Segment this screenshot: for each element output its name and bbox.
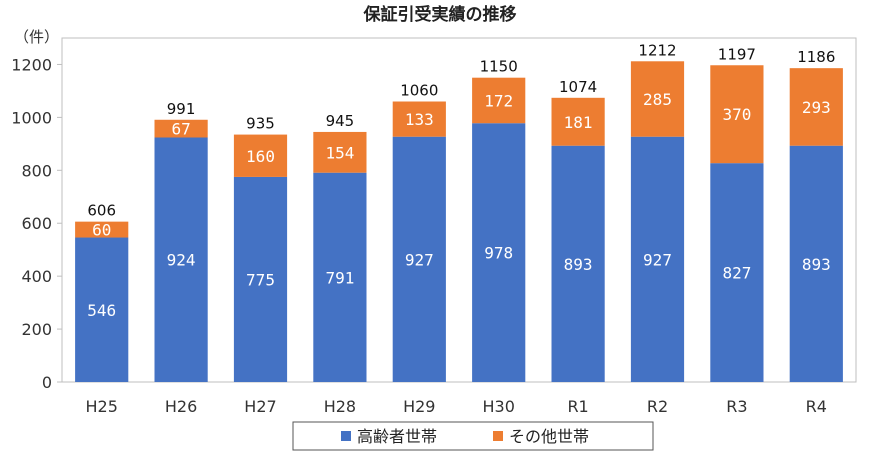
y-tick-label: 200 bbox=[21, 320, 52, 339]
legend: 高齢者世帯 その他世帯 bbox=[292, 421, 654, 451]
bar-segment-other bbox=[710, 65, 764, 164]
bar-segment-other bbox=[75, 221, 129, 238]
bar-segment-elderly bbox=[154, 137, 208, 382]
bar-segment-other bbox=[233, 134, 288, 177]
bar-segment-other bbox=[313, 131, 367, 173]
bar-segment-elderly bbox=[789, 145, 843, 382]
y-tick-label: 0 bbox=[42, 373, 52, 392]
y-tick-label: 400 bbox=[21, 267, 52, 286]
segment-value-label: 827 bbox=[722, 264, 751, 283]
bar-segment-elderly bbox=[472, 123, 526, 383]
axes: 0 200 400 600 800 1000 1200 bbox=[11, 37, 857, 392]
segment-value-label: 67 bbox=[171, 120, 190, 139]
segment-value-label: 133 bbox=[405, 110, 434, 129]
segment-value-label: 893 bbox=[802, 255, 831, 274]
segment-value-label: 775 bbox=[246, 270, 275, 289]
segment-value-label: 791 bbox=[325, 268, 354, 287]
legend-swatch bbox=[493, 431, 503, 441]
y-axis-unit-label: （件） bbox=[14, 28, 59, 46]
x-tick-label: R3 bbox=[726, 397, 747, 416]
bar-segment-other bbox=[551, 97, 605, 146]
bar-segment-elderly bbox=[551, 145, 605, 382]
bar-segment-elderly bbox=[233, 176, 288, 382]
segment-value-label: 370 bbox=[722, 105, 751, 124]
legend-label: 高齢者世帯 bbox=[357, 427, 437, 446]
legend-label: その他世帯 bbox=[509, 427, 589, 446]
x-tick-label: R2 bbox=[647, 397, 668, 416]
bar-total-label: 991 bbox=[167, 100, 196, 118]
x-tick-label: H26 bbox=[165, 397, 197, 416]
bar-total-label: 606 bbox=[87, 202, 116, 220]
x-tick-label: R1 bbox=[567, 397, 588, 416]
bar-total-label: 1150 bbox=[480, 58, 518, 76]
bar-segment-elderly bbox=[710, 163, 764, 382]
segment-value-label: 285 bbox=[643, 90, 672, 109]
segment-value-label: 160 bbox=[246, 147, 275, 166]
bar-total-label: 935 bbox=[246, 115, 275, 133]
bar-segment-elderly bbox=[75, 237, 129, 382]
bar-total-label: 1074 bbox=[559, 78, 597, 96]
bar-segment-other bbox=[472, 77, 526, 124]
bar-total-label: 1186 bbox=[797, 48, 835, 66]
x-tick-label: R4 bbox=[806, 397, 827, 416]
segment-value-label: 927 bbox=[405, 250, 434, 269]
y-tick-label: 800 bbox=[21, 161, 52, 180]
y-tick-label: 600 bbox=[21, 214, 52, 233]
bar-total-label: 1212 bbox=[638, 41, 676, 59]
x-tick-label: H25 bbox=[86, 397, 118, 416]
segment-value-label: 546 bbox=[87, 301, 116, 320]
bar-segment-other bbox=[154, 119, 208, 138]
segment-value-label: 181 bbox=[564, 113, 593, 132]
segment-value-label: 978 bbox=[484, 244, 513, 263]
segment-value-label: 893 bbox=[564, 255, 593, 274]
bar-total-label: 1060 bbox=[400, 82, 438, 100]
segment-value-label: 293 bbox=[802, 98, 831, 117]
plot-area-border bbox=[61, 37, 857, 383]
y-tick-label: 1200 bbox=[11, 55, 52, 74]
bar-segment-elderly bbox=[313, 172, 367, 382]
bar-segment-elderly bbox=[630, 136, 685, 382]
legend-box bbox=[292, 421, 654, 451]
bar-total-label: 945 bbox=[326, 112, 355, 130]
segment-value-label: 154 bbox=[325, 143, 354, 162]
bar-segment-other bbox=[630, 61, 685, 137]
chart-title: 保証引受実績の推移 bbox=[363, 4, 517, 25]
segment-value-label: 172 bbox=[484, 91, 513, 110]
bar-segment-other bbox=[789, 68, 843, 146]
x-tick-label: H27 bbox=[244, 397, 276, 416]
x-tick-label: H29 bbox=[403, 397, 435, 416]
segment-value-label: 60 bbox=[92, 221, 111, 240]
x-tick-label: H30 bbox=[483, 397, 515, 416]
bar-segment-elderly bbox=[392, 136, 446, 382]
bar-segment-other bbox=[392, 101, 446, 137]
bar-total-label: 1197 bbox=[718, 45, 756, 63]
y-tick-label: 1000 bbox=[11, 108, 52, 127]
segment-value-label: 924 bbox=[167, 251, 196, 270]
legend-swatch bbox=[341, 431, 351, 441]
segment-value-label: 927 bbox=[643, 250, 672, 269]
x-tick-label: H28 bbox=[324, 397, 356, 416]
